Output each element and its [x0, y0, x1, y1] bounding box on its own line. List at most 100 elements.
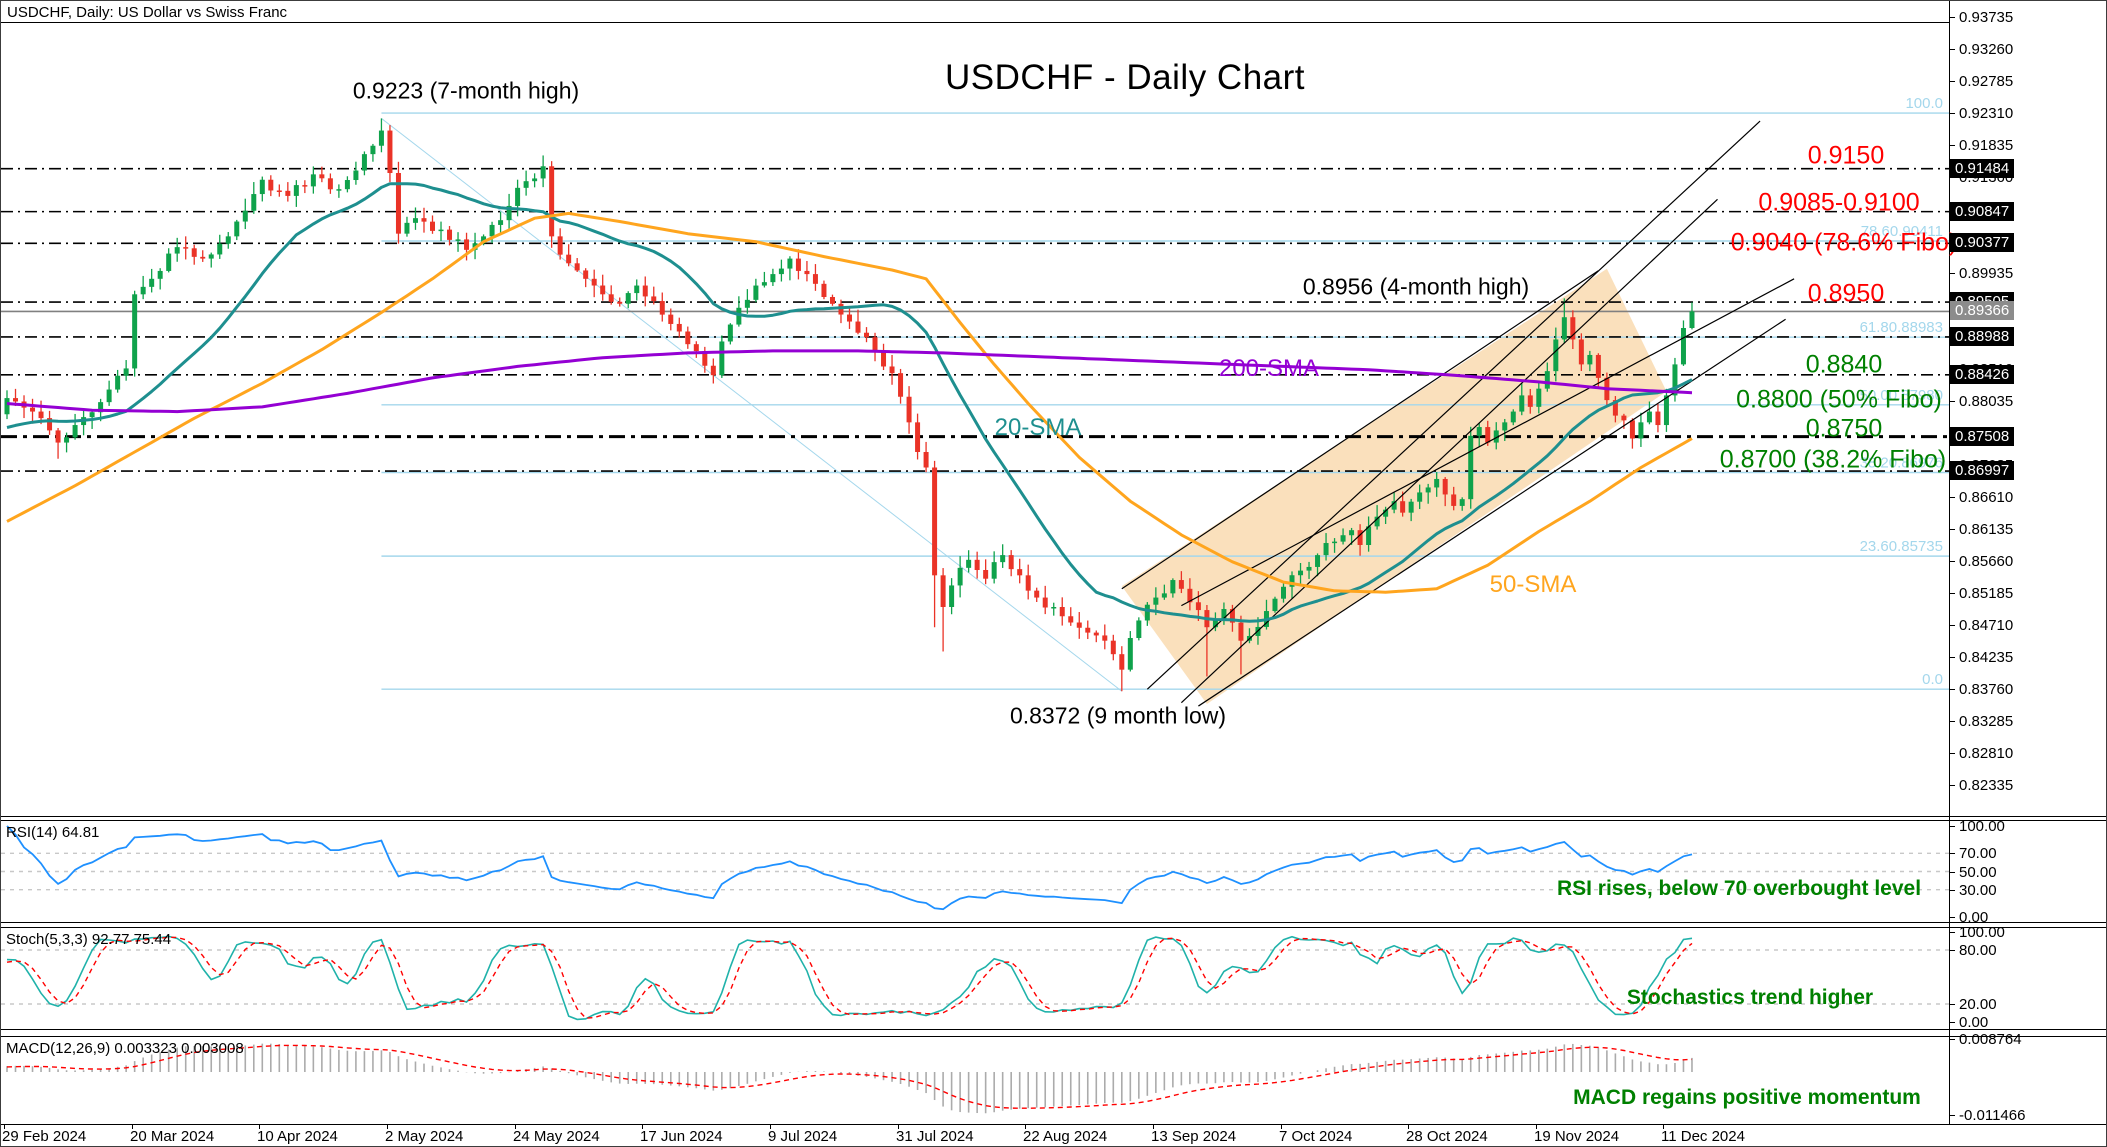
price-tick — [1949, 497, 1955, 498]
date-label[interactable]: 29 Feb 2024 — [2, 1128, 87, 1145]
price-axis-separator — [1949, 1, 1950, 1124]
level-price-box: 0.91484 — [1950, 159, 2015, 178]
stoch-tick — [1949, 950, 1955, 951]
date-tick — [4, 1124, 5, 1129]
support-label: 0.8700 (38.2% Fibo) — [1719, 445, 1947, 474]
price-tick — [1949, 17, 1955, 18]
trendline[interactable] — [1198, 318, 1786, 707]
price-tick — [1949, 401, 1955, 402]
macd-histogram — [6, 1043, 1693, 1114]
price-tick-label: 0.93735 — [1959, 9, 2014, 26]
header-underline — [1, 22, 1949, 23]
level-price-box: 0.88426 — [1950, 365, 2015, 384]
price-tick — [1949, 113, 1955, 114]
stoch-tick — [1949, 1004, 1955, 1005]
price-tick-label: 0.91835 — [1959, 137, 2014, 154]
date-label[interactable]: 20 Mar 2024 — [130, 1128, 215, 1145]
date-label[interactable]: 9 Jul 2024 — [768, 1128, 838, 1145]
macd-tick — [1949, 1039, 1955, 1040]
macd-tick-label: 0.008764 — [1959, 1031, 2022, 1048]
rsi-tick — [1949, 917, 1955, 918]
date-label[interactable]: 31 Jul 2024 — [896, 1128, 974, 1145]
sma200-label: 200-SMA — [1218, 355, 1320, 382]
stoch-tick — [1949, 932, 1955, 933]
price-tick — [1949, 657, 1955, 658]
price-tick-label: 0.88035 — [1959, 393, 2014, 410]
sma50-label: 50-SMA — [1489, 571, 1577, 598]
date-tick — [1281, 1124, 1282, 1129]
rsi-panel[interactable] — [1, 820, 1949, 923]
fibo-level-label: 61.80.88983 — [1860, 319, 1943, 336]
date-label[interactable]: 10 Apr 2024 — [257, 1128, 338, 1145]
rsi-tick — [1949, 890, 1955, 891]
price-tick — [1949, 721, 1955, 722]
date-label[interactable]: 2 May 2024 — [385, 1128, 464, 1145]
level-price-box: 0.86997 — [1950, 461, 2015, 480]
panel-border — [1, 1036, 2106, 1037]
stoch-tick-label: 80.00 — [1959, 942, 1997, 959]
main-price-chart[interactable]: 100.0 78.60.90411 61.80.88983 50.00.87980 38… — [1, 1, 1949, 817]
panel-border — [1, 922, 2106, 923]
price-tick-label: 0.83760 — [1959, 681, 2014, 698]
macd-tick-label: -0.011466 — [1959, 1107, 2026, 1124]
panel-border — [1, 820, 2106, 821]
date-tick — [1025, 1124, 1026, 1129]
date-tick — [132, 1124, 133, 1129]
date-label[interactable]: 24 May 2024 — [513, 1128, 600, 1145]
date-label[interactable]: 28 Oct 2024 — [1406, 1128, 1488, 1145]
support-label: 0.8750 — [1805, 414, 1883, 443]
panel-border — [1, 1124, 2106, 1125]
level-price-box: 0.88988 — [1950, 327, 2015, 346]
rsi-tick-label: 100.00 — [1959, 818, 2005, 835]
trendline[interactable] — [1146, 120, 1761, 690]
price-tick-label: 0.86135 — [1959, 521, 2014, 538]
stoch-tick-label: 100.00 — [1959, 924, 2005, 941]
current-price-box: 0.89366 — [1950, 301, 2015, 320]
price-tick — [1949, 753, 1955, 754]
date-label[interactable]: 11 Dec 2024 — [1661, 1128, 1745, 1145]
price-tick — [1949, 273, 1955, 274]
price-tick — [1949, 145, 1955, 146]
rsi-line — [6, 825, 1693, 911]
price-tick — [1949, 593, 1955, 594]
date-label[interactable]: 22 Aug 2024 — [1023, 1128, 1108, 1145]
resistance-label: 0.9040 (78.6% Fibo) — [1730, 228, 1958, 257]
stoch-tick — [1949, 1022, 1955, 1023]
macd-note: MACD regains positive momentum — [1573, 1086, 1921, 1109]
sma20-label: 20-SMA — [994, 414, 1082, 441]
date-tick — [1536, 1124, 1537, 1129]
trendline[interactable] — [1181, 278, 1795, 607]
rsi-tick-label: 0.00 — [1959, 909, 1989, 926]
date-tick — [515, 1124, 516, 1129]
rsi-indicator-label: RSI(14) 64.81 — [6, 824, 100, 841]
price-tick-label: 0.86610 — [1959, 489, 2014, 506]
rsi-tick — [1949, 826, 1955, 827]
macd-panel[interactable] — [1, 1036, 1949, 1124]
macd-tick — [1949, 1115, 1955, 1116]
price-tick-label: 0.83285 — [1959, 713, 2014, 730]
stoch-tick-label: 20.00 — [1959, 996, 1997, 1013]
fibo-diagonal — [381, 118, 1123, 692]
resistance-label: 0.9085-0.9100 — [1758, 188, 1920, 217]
date-label[interactable]: 19 Nov 2024 — [1534, 1128, 1620, 1145]
price-tick-label: 0.84710 — [1959, 617, 2014, 634]
panel-border — [1, 927, 2106, 928]
fibo-level-label: 23.60.85735 — [1860, 538, 1943, 555]
trendline[interactable] — [1121, 270, 1599, 590]
macd-indicator-label: MACD(12,26,9) 0.003323 0.003008 — [6, 1040, 244, 1057]
date-label[interactable]: 17 Jun 2024 — [640, 1128, 723, 1145]
support-label: 0.8800 (50% Fibo) — [1736, 385, 1942, 414]
stochastic-panel[interactable] — [1, 927, 1949, 1029]
price-tick-label: 0.82335 — [1959, 777, 2014, 794]
date-label[interactable]: 7 Oct 2024 — [1279, 1128, 1353, 1145]
rsi-note: RSI rises, below 70 overbought level — [1556, 877, 1922, 900]
fibo-level-label: 0.0 — [1922, 671, 1943, 688]
sma20-line — [6, 182, 1693, 623]
date-label[interactable]: 13 Sep 2024 — [1151, 1128, 1237, 1145]
level-price-box: 0.90377 — [1950, 233, 2015, 252]
price-tick — [1949, 689, 1955, 690]
fibo-level-label: 50.00.87980 — [1860, 387, 1943, 404]
fibo-level-label: 78.60.90411 — [1861, 223, 1943, 240]
symbol-info-label: USDCHF, Daily: US Dollar vs Swiss Franc — [7, 4, 288, 21]
